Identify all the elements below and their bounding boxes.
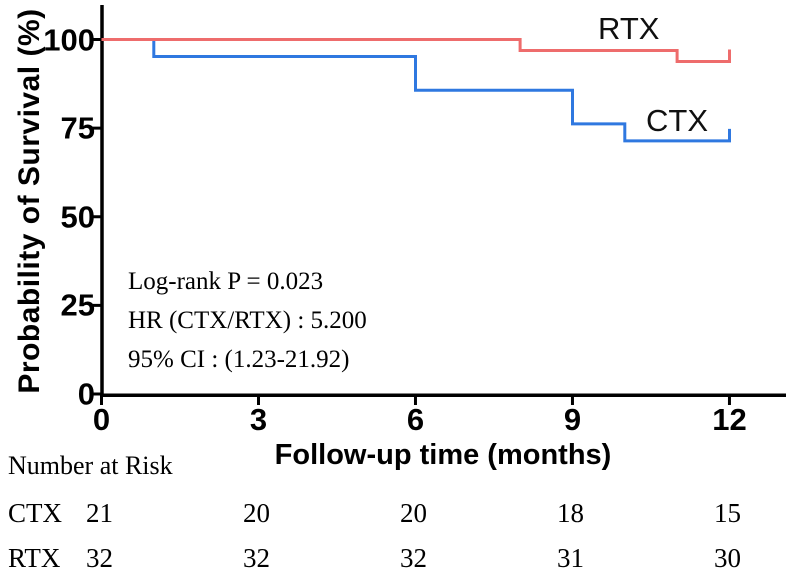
survival-curve-rtx: [101, 38, 731, 63]
stats-annotation: Log-rank P = 0.023 HR (CTX/RTX) : 5.200 …: [128, 262, 367, 379]
x-tick-label: 3: [249, 402, 268, 437]
risk-value: 20: [242, 498, 270, 528]
risk-value: 32: [399, 543, 427, 573]
y-tick-label: 0: [77, 376, 95, 412]
x-tick-label: 6: [406, 402, 425, 437]
risk-value: 15: [713, 498, 741, 528]
x-tick-label: 9: [563, 402, 582, 437]
x-axis-title: Follow-up time (months): [274, 439, 612, 471]
risk-value: 21: [86, 498, 113, 528]
risk-value: 30: [713, 543, 741, 573]
risk-value: 32: [242, 543, 270, 573]
y-tick-label: 75: [60, 110, 95, 146]
x-tick-label: 0: [92, 402, 111, 437]
risk-value: 32: [86, 543, 113, 573]
curve-label-ctx: CTX: [646, 103, 708, 138]
risk-value: 31: [556, 543, 584, 573]
hazard-ratio-text: HR (CTX/RTX) : 5.200: [128, 307, 367, 334]
risk-row-label-ctx: CTX: [8, 498, 62, 528]
y-tick-label: 100: [43, 22, 95, 57]
risk-table-title: Number at Risk: [8, 451, 173, 480]
survival-curve-ctx: [101, 38, 731, 143]
x-tick-label: 12: [712, 402, 747, 437]
risk-value: 18: [556, 498, 584, 528]
curve-label-rtx: RTX: [598, 11, 660, 46]
risk-value: 20: [399, 498, 427, 528]
y-tick-label: 25: [60, 287, 95, 323]
confidence-interval-text: 95% CI : (1.23-21.92): [128, 346, 350, 373]
y-tick-label: 50: [60, 199, 95, 235]
risk-row-label-rtx: RTX: [8, 543, 61, 573]
logrank-p-text: Log-rank P = 0.023: [128, 268, 324, 295]
